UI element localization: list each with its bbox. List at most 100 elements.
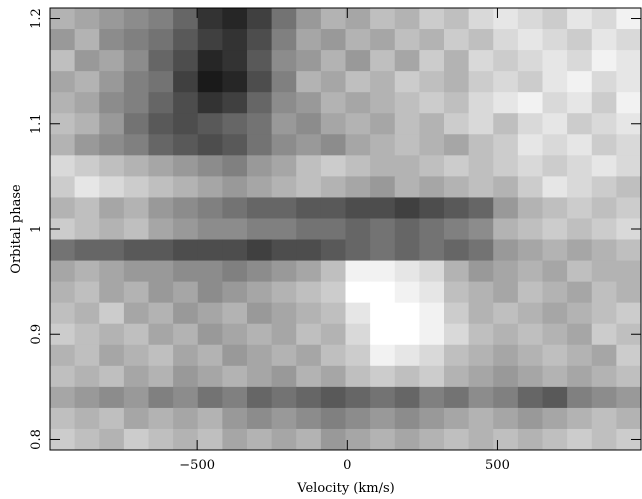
heatmap-cell (394, 71, 420, 93)
heatmap-cell (591, 50, 617, 72)
heatmap-cell (74, 29, 100, 51)
heatmap-cell (370, 113, 396, 135)
heatmap-cell (370, 29, 396, 51)
heatmap-cell (419, 197, 445, 219)
heatmap-cell (148, 8, 174, 30)
heatmap-cell (493, 29, 519, 51)
heatmap-cell (567, 344, 593, 367)
heatmap-cell (542, 386, 568, 409)
heatmap-cell (394, 239, 420, 262)
heatmap-cell (591, 197, 617, 219)
heatmap-cell (271, 344, 297, 367)
heatmap-cell (123, 428, 149, 451)
heatmap-cell (296, 155, 322, 177)
heatmap-cell (123, 92, 149, 114)
heatmap-cell (370, 71, 396, 93)
heatmap-cell (345, 407, 371, 430)
heatmap-cell (591, 344, 617, 367)
heatmap-cell (271, 218, 297, 241)
heatmap-cell (296, 218, 322, 241)
heatmap-cell (320, 92, 346, 114)
heatmap-cell (222, 134, 248, 156)
heatmap-cell (517, 71, 543, 93)
heatmap-cell (173, 176, 199, 198)
heatmap-cell (345, 239, 371, 262)
heatmap-cell (123, 386, 149, 409)
heatmap-cell (370, 260, 396, 283)
y-tick-label: 1 (29, 225, 44, 233)
heatmap-cell (616, 239, 642, 262)
heatmap-cell (370, 323, 396, 346)
heatmap-cell (591, 71, 617, 93)
heatmap-cell (567, 155, 593, 177)
heatmap-cell (493, 92, 519, 114)
heatmap-cell (197, 113, 223, 135)
heatmap-cell (493, 386, 519, 409)
heatmap-cell (517, 428, 543, 451)
heatmap-cell (616, 323, 642, 346)
heatmap-cell (197, 71, 223, 93)
heatmap-cell (99, 113, 125, 135)
heatmap-cell (394, 302, 420, 325)
heatmap-cell (123, 344, 149, 367)
heatmap-cell (50, 134, 76, 156)
heatmap-cell (542, 281, 568, 304)
heatmap-cell (567, 239, 593, 262)
x-tick-label: 0 (343, 458, 351, 473)
heatmap-cell (493, 302, 519, 325)
heatmap-cell (123, 155, 149, 177)
heatmap-cell (444, 323, 470, 346)
heatmap-cell (542, 134, 568, 156)
heatmap-cell (542, 260, 568, 283)
heatmap-cell (542, 365, 568, 388)
heatmap-cell (493, 113, 519, 135)
heatmap-cell (296, 197, 322, 219)
heatmap-cell (444, 155, 470, 177)
heatmap-cell (567, 92, 593, 114)
heatmap-cell (394, 428, 420, 451)
heatmap-cell (222, 113, 248, 135)
heatmap-cell (173, 407, 199, 430)
heatmap-cell (616, 260, 642, 283)
heatmap-cell (394, 134, 420, 156)
heatmap-cell (50, 281, 76, 304)
heatmap-cell (567, 260, 593, 283)
heatmap-cell (197, 218, 223, 241)
heatmap-cell (394, 176, 420, 198)
heatmap-cell (320, 218, 346, 241)
heatmap-cell (222, 92, 248, 114)
heatmap-cell (247, 218, 273, 241)
heatmap-cell (197, 281, 223, 304)
heatmap-cell (345, 260, 371, 283)
heatmap-cell (74, 71, 100, 93)
heatmap-cell (222, 281, 248, 304)
heatmap-cell (296, 134, 322, 156)
heatmap-cell (493, 176, 519, 198)
heatmap-cell (616, 281, 642, 304)
heatmap-cell (468, 323, 494, 346)
heatmap-cell (444, 8, 470, 30)
heatmap-cell (370, 365, 396, 388)
heatmap-cell (320, 302, 346, 325)
heatmap-cell (419, 218, 445, 241)
heatmap-cell (123, 239, 149, 262)
heatmap-cell (99, 239, 125, 262)
heatmap-cell (148, 281, 174, 304)
heatmap-cell (517, 239, 543, 262)
heatmap-cell (517, 113, 543, 135)
heatmap-cell (394, 386, 420, 409)
heatmap-cell (345, 176, 371, 198)
heatmap-cell (123, 281, 149, 304)
heatmap-cell (296, 365, 322, 388)
heatmap-cell (296, 281, 322, 304)
heatmap-cell (444, 386, 470, 409)
heatmap-cell (296, 407, 322, 430)
heatmap-cell (222, 239, 248, 262)
heatmap-cell (173, 281, 199, 304)
heatmap-cell (197, 344, 223, 367)
heatmap-cell (567, 302, 593, 325)
heatmap-cell (616, 407, 642, 430)
heatmap-cell (271, 365, 297, 388)
heatmap-cell (123, 50, 149, 72)
heatmap-cell (444, 71, 470, 93)
